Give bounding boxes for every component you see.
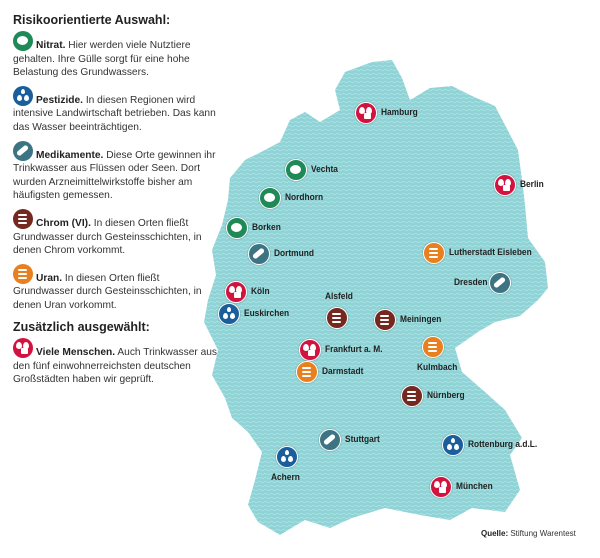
nitrat-pig-icon [13, 31, 33, 52]
legend-item-medikamente: Medikamente. Diese Orte gewinnen ihr Tri… [13, 141, 218, 202]
marker-label: Dortmund [274, 248, 314, 259]
marker-label: Alsfeld [325, 291, 353, 302]
marker-label: Köln [251, 286, 270, 297]
medikamente-pill-icon [248, 243, 270, 265]
uran-bars-icon [423, 242, 445, 264]
pestizide-droplets-icon [442, 434, 464, 456]
legend-item-title: Medikamente. [36, 150, 104, 162]
legend-item-pestizide: Pestizide. In diesen Regionen wird inten… [13, 86, 218, 134]
marker-label: Dresden [454, 277, 488, 288]
marker-label: Lutherstadt Eisleben [449, 247, 532, 258]
medikamente-pill-icon [319, 429, 341, 451]
legend-item-chrom: Chrom (VI). In diesen Orten fließt Grund… [13, 209, 218, 257]
marker-label: Borken [252, 222, 281, 233]
pestizide-droplets-icon [218, 303, 240, 325]
source-note: Quelle: Stiftung Warentest [481, 529, 576, 538]
marker-label: Vechta [311, 164, 338, 175]
legend-item-title: Chrom (VI). [36, 218, 91, 230]
marker-label: Rottenburg a.d.L. [468, 439, 538, 450]
marker-label: München [456, 481, 493, 492]
marker-label: Frankfurt a. M. [325, 344, 383, 355]
source-text: Stiftung Warentest [508, 529, 576, 538]
legend: Risikoorientierte Auswahl: Nitrat. Hier … [13, 13, 218, 393]
pestizide-droplets-icon [13, 86, 33, 107]
legend-item-text: In diesen Orten fließt Grundwasser durch… [13, 218, 202, 256]
chrom-bars-icon [401, 385, 423, 407]
menschen-people-icon [225, 281, 247, 303]
legend-item-text: Auch Trinkwasser aus den fünf einwohnerr… [13, 347, 218, 385]
medikamente-pill-icon [489, 272, 511, 294]
source-label: Quelle: [481, 529, 509, 538]
marker-label: Nürnberg [427, 390, 465, 401]
marker-label: Stuttgart [345, 434, 380, 445]
nitrat-pig-icon [259, 187, 281, 209]
legend-item-nitrat: Nitrat. Hier werden viele Nutztiere geha… [13, 31, 218, 79]
legend-item-uran: Uran. In diesen Orten fließt Grundwasser… [13, 264, 218, 312]
pestizide-droplets-icon [276, 446, 298, 468]
marker-label: Euskirchen [244, 308, 290, 319]
chrom-bars-icon [374, 309, 396, 331]
menschen-people-icon [430, 476, 452, 498]
legend-item-text: In diesen Orten fließt Grundwasser durch… [13, 273, 202, 311]
marker-label: Achern [271, 472, 300, 483]
marker-label: Berlin [520, 179, 544, 190]
nitrat-pig-icon [226, 217, 248, 239]
legend-item-text: Hier werden viele Nutztiere gehalten. Ih… [13, 40, 191, 78]
uran-bars-icon [296, 361, 318, 383]
menschen-people-icon [299, 339, 321, 361]
menschen-people-icon [13, 338, 33, 359]
chrom-bars-icon [13, 209, 33, 230]
germany-outline [204, 60, 548, 535]
menschen-people-icon [494, 174, 516, 196]
uran-bars-icon [13, 264, 33, 285]
legend-item-menschen: Viele Menschen. Auch Trinkwasser aus den… [13, 338, 218, 386]
legend-item-title: Uran. [36, 273, 63, 285]
marker-label: Hamburg [381, 107, 418, 118]
marker-label: Darmstadt [322, 366, 364, 377]
uran-bars-icon [422, 336, 444, 358]
marker-label: Kulmbach [417, 362, 458, 373]
marker-label: Meiningen [400, 314, 442, 325]
legend-item-text: Diese Orte gewinnen ihr Trinkwasser aus … [13, 150, 216, 201]
marker-label: Nordhorn [285, 192, 324, 203]
menschen-people-icon [355, 102, 377, 124]
legend-item-title: Pestizide. [36, 95, 83, 107]
legend-heading-risk: Risikoorientierte Auswahl: [13, 13, 171, 27]
legend-item-title: Nitrat. [36, 40, 66, 52]
nitrat-pig-icon [285, 159, 307, 181]
legend-heading-extra: Zusätzlich ausgewählt: [13, 320, 150, 335]
chrom-bars-icon [326, 307, 348, 329]
legend-item-text: In diesen Regionen wird intensive Landwi… [13, 95, 216, 133]
medikamente-pill-icon [13, 141, 33, 162]
legend-item-title: Viele Menschen. [36, 347, 116, 359]
